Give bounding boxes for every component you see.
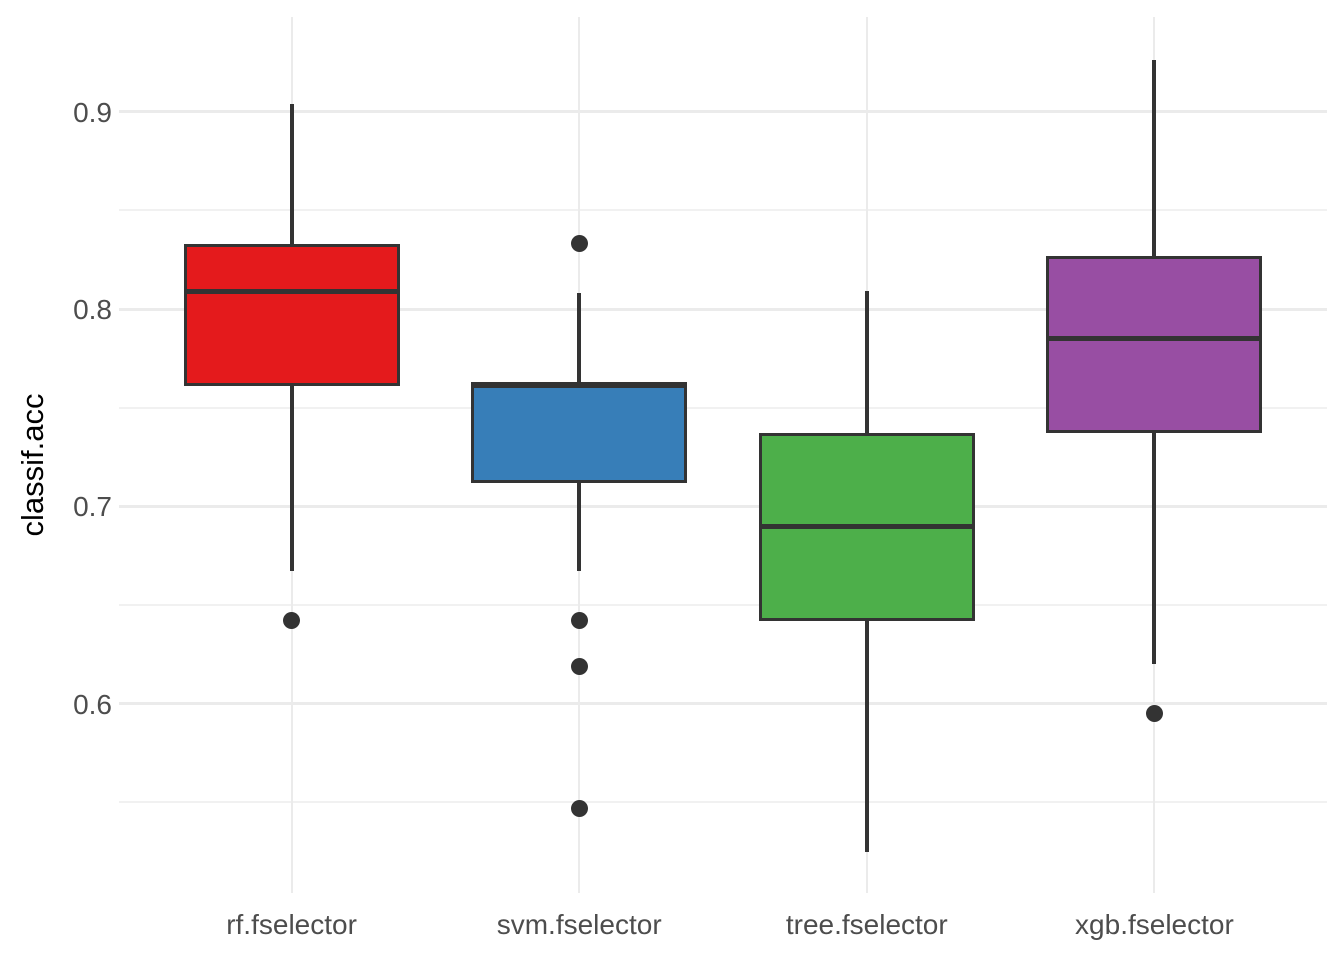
gridline-major (119, 307, 1327, 311)
outlier-point (283, 612, 301, 630)
whisker-upper (1152, 60, 1157, 258)
y-tick-label: 0.8 (73, 294, 112, 325)
gridline-major (119, 702, 1327, 706)
x-axis-label: rf.fselector (226, 909, 357, 940)
median-line (183, 288, 400, 294)
gridline-major (119, 504, 1327, 508)
whisker-lower (289, 383, 294, 572)
gridline-minor (119, 406, 1327, 409)
median-line (1046, 336, 1263, 342)
box-xgb.fselector (1046, 255, 1263, 434)
outlier-point (570, 657, 588, 675)
outlier-point (570, 799, 588, 817)
x-axis-label: svm.fselector (496, 909, 662, 940)
outlier-point (570, 235, 588, 253)
whisker-lower (577, 480, 582, 572)
gridline-minor (119, 209, 1327, 212)
outlier-point (570, 612, 588, 630)
whisker-lower (864, 618, 869, 852)
y-tick-label: 0.6 (73, 688, 112, 720)
median-line (758, 523, 975, 529)
x-axis-label: tree.fselector (785, 909, 948, 940)
median-line (471, 383, 688, 389)
whisker-lower (1152, 431, 1157, 665)
y-tick-label: 0.9 (73, 96, 112, 128)
whisker-upper (864, 291, 869, 436)
outlier-point (1145, 704, 1163, 722)
gridline-major (119, 110, 1327, 114)
x-axis-label: xgb.fselector (1075, 909, 1234, 940)
whisker-upper (577, 293, 582, 384)
box-svm.fselector (471, 382, 688, 483)
whisker-upper (289, 103, 294, 246)
box-rf.fselector (183, 243, 400, 386)
y-tick-label: 0.7 (73, 491, 112, 523)
gridline-minor (119, 603, 1327, 606)
y-axis-title: classif.acc (15, 393, 50, 537)
gridline-minor (119, 801, 1327, 804)
